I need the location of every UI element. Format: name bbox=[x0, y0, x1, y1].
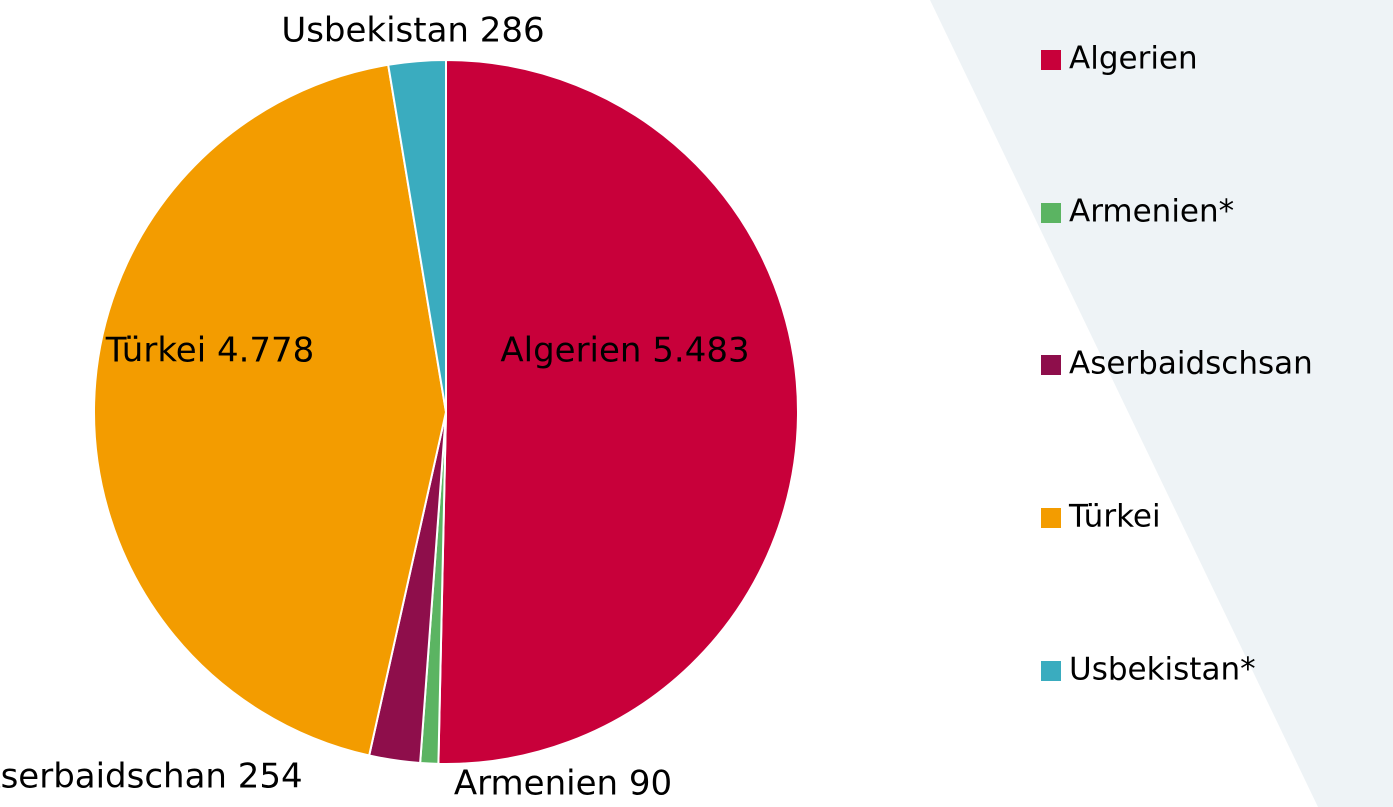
data-label: Armenien 90 bbox=[454, 764, 672, 804]
pie-slice bbox=[387, 58, 447, 413]
data-label: Algerien 5.483 bbox=[500, 331, 749, 371]
pie-slice bbox=[93, 63, 448, 757]
pie-slice bbox=[437, 58, 799, 765]
legend-label: Aserbaidschsan bbox=[1069, 346, 1313, 382]
legend-swatch bbox=[1041, 50, 1061, 70]
data-label: Aserbaidschan 254 bbox=[0, 757, 303, 797]
data-label: Usbekistan 286 bbox=[281, 11, 544, 51]
legend-label: Algerien bbox=[1069, 41, 1198, 77]
legend-label: Türkei bbox=[1068, 499, 1161, 535]
legend-swatch bbox=[1041, 203, 1061, 223]
legend-swatch bbox=[1041, 508, 1061, 528]
legend-swatch bbox=[1041, 355, 1061, 375]
data-label: Türkei 4.778 bbox=[105, 331, 315, 371]
legend-swatch bbox=[1041, 661, 1061, 681]
background-panel bbox=[930, 0, 1393, 807]
legend-label: Usbekistan* bbox=[1069, 652, 1256, 688]
legend-label: Armenien* bbox=[1069, 194, 1234, 230]
